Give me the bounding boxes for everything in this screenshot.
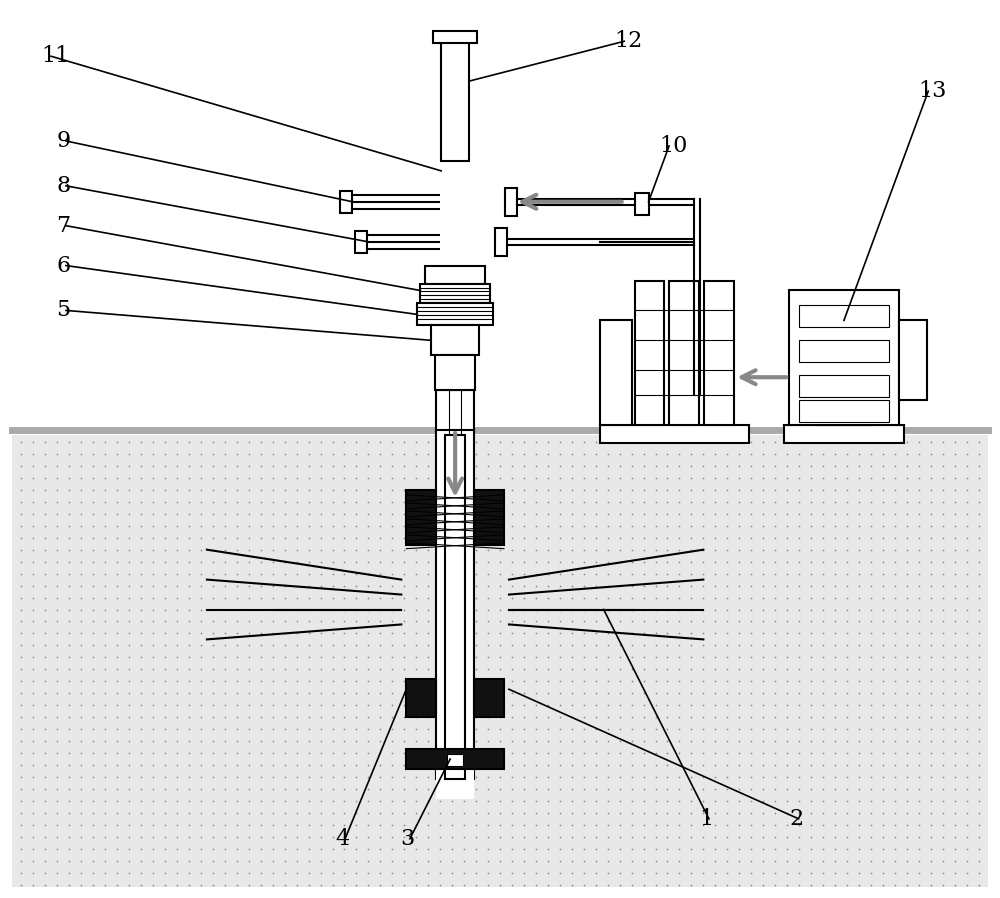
Bar xyxy=(505,188,517,216)
Bar xyxy=(799,340,889,362)
Bar xyxy=(406,490,436,545)
Text: 1: 1 xyxy=(699,808,714,830)
Bar xyxy=(436,391,474,435)
Bar xyxy=(899,321,927,401)
Text: 13: 13 xyxy=(919,80,947,102)
Bar xyxy=(704,280,734,425)
Text: 9: 9 xyxy=(56,130,71,152)
Bar xyxy=(799,305,889,328)
Text: 8: 8 xyxy=(56,175,71,197)
Bar xyxy=(340,190,352,213)
Bar xyxy=(814,395,869,425)
Bar xyxy=(436,769,474,799)
Bar xyxy=(355,231,367,252)
Bar xyxy=(435,356,475,391)
Bar xyxy=(635,193,649,215)
Text: 4: 4 xyxy=(336,828,350,850)
Text: 6: 6 xyxy=(56,254,71,277)
Bar xyxy=(600,425,749,443)
Bar xyxy=(436,430,474,779)
Bar xyxy=(445,435,465,779)
Bar xyxy=(441,41,469,161)
Bar xyxy=(433,31,477,43)
Bar xyxy=(447,754,463,766)
Text: 5: 5 xyxy=(56,299,71,321)
Bar xyxy=(406,749,504,769)
Bar xyxy=(799,375,889,397)
Text: 12: 12 xyxy=(615,31,643,52)
Text: 11: 11 xyxy=(41,45,70,67)
Bar xyxy=(474,679,504,718)
Text: 10: 10 xyxy=(660,135,688,157)
Bar xyxy=(12,435,988,886)
Bar xyxy=(600,321,632,425)
Bar xyxy=(799,401,889,422)
Bar xyxy=(635,280,664,425)
Bar xyxy=(406,679,436,718)
Bar xyxy=(495,228,507,256)
Text: 2: 2 xyxy=(789,808,803,830)
Bar xyxy=(420,284,490,304)
Text: 7: 7 xyxy=(56,215,71,237)
Bar xyxy=(789,290,899,425)
Bar xyxy=(425,266,485,284)
Bar xyxy=(474,490,504,545)
Bar xyxy=(784,425,904,443)
Bar xyxy=(417,304,493,325)
Text: 3: 3 xyxy=(400,828,415,850)
Bar xyxy=(669,280,699,425)
Bar xyxy=(431,325,479,356)
